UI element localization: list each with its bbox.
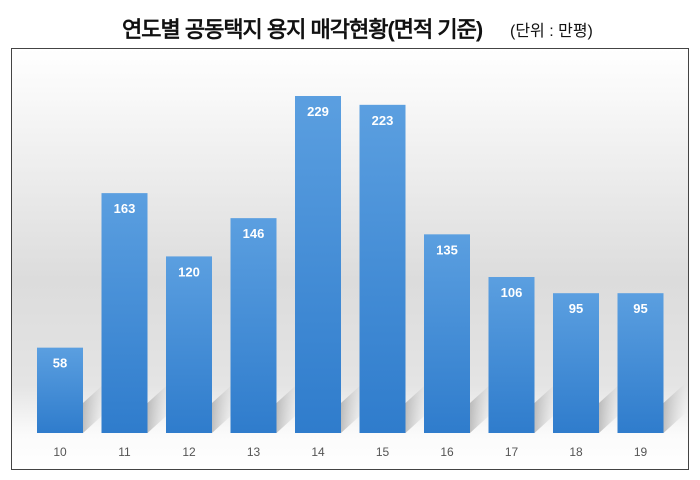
x-tick-label: 18 (569, 445, 583, 459)
bar-shadow (276, 383, 299, 433)
bar-11 (101, 193, 148, 433)
bar-shadow (599, 383, 621, 433)
data-label: 95 (569, 301, 583, 316)
bar-13 (230, 218, 277, 433)
x-tick-label: 11 (118, 445, 131, 459)
bar-shadow (341, 383, 363, 433)
x-tick-label: 14 (311, 445, 325, 459)
x-tick-label: 10 (53, 445, 67, 459)
bar-shadow (212, 383, 234, 433)
bar-shadow (147, 383, 170, 433)
data-label: 163 (114, 201, 136, 216)
x-tick-label: 17 (505, 445, 519, 459)
bar-shadow (83, 383, 105, 433)
data-label: 106 (501, 285, 523, 300)
data-label: 135 (436, 242, 458, 257)
unit-label: (단위 : 만평) (510, 23, 593, 40)
bar-17 (488, 277, 535, 433)
bar-shadow (534, 383, 557, 433)
x-tick-label: 19 (634, 445, 648, 459)
data-label: 229 (307, 104, 329, 119)
data-label: 223 (372, 113, 394, 128)
x-tick-label: 15 (376, 445, 390, 459)
bar-10 (37, 347, 83, 433)
bar-12 (166, 256, 212, 433)
bar-shadow (663, 383, 686, 433)
bar-shadow (470, 383, 492, 433)
x-tick-label: 16 (440, 445, 454, 459)
bar-16 (424, 234, 470, 433)
bar-14 (295, 96, 341, 433)
data-label: 58 (53, 356, 67, 371)
bar-19 (617, 293, 664, 433)
x-tick-label: 13 (247, 445, 261, 459)
bar-shadow (405, 383, 428, 433)
x-tick-label: 12 (182, 445, 196, 459)
bar-18 (553, 293, 599, 433)
chart-title: 연도별 공동택지 용지 매각현황(면적 기준) (122, 17, 483, 42)
bar-15 (359, 104, 406, 433)
data-label: 120 (178, 264, 200, 279)
data-label: 146 (243, 226, 265, 241)
data-label: 95 (633, 301, 647, 316)
